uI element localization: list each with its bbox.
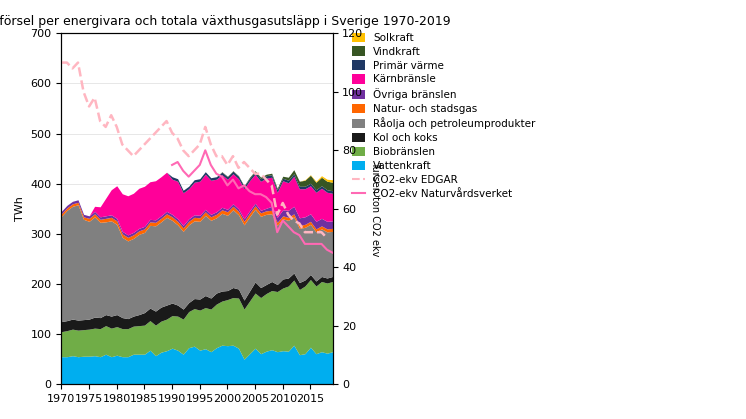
Y-axis label: Tursen ton CO2 ekv: Tursen ton CO2 ekv xyxy=(370,161,380,256)
Legend: Solkraft, Vindkraft, Primär värme, Kärnbränsle, Övriga bränslen, Natur- och stad: Solkraft, Vindkraft, Primär värme, Kärnb… xyxy=(351,31,536,200)
Title: Energitillförsel per energivara och totala växthusgasutsläpp i Sverige 1970-2019: Energitillförsel per energivara och tota… xyxy=(0,15,451,28)
Y-axis label: TWh: TWh xyxy=(15,197,25,221)
